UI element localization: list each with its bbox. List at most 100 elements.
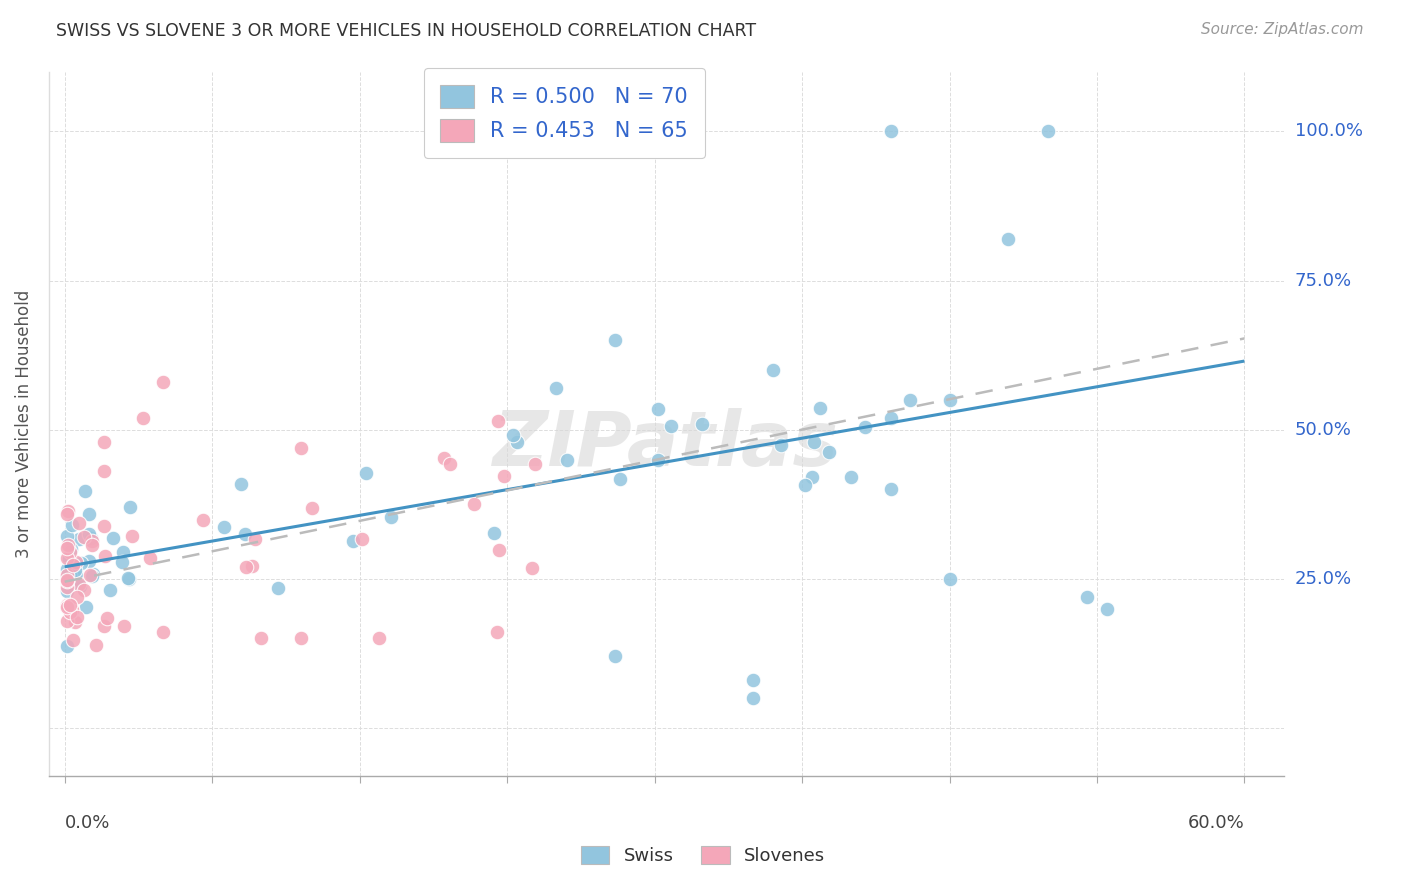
Point [59, 542, 82, 557]
Point [132, 410, 155, 425]
Point [82, 567, 104, 582]
Point [79, 527, 101, 541]
Point [112, 619, 135, 633]
Point [65, 566, 87, 581]
Point [73, 530, 96, 544]
Point [55, 529, 77, 543]
Point [1036, 124, 1059, 138]
Point [605, 333, 627, 347]
Point [647, 401, 669, 416]
Point [520, 561, 543, 575]
Point [67, 533, 90, 547]
Point [56, 538, 79, 552]
Point [79, 531, 101, 545]
Point [242, 559, 264, 574]
Point [65, 555, 87, 569]
Point [350, 532, 373, 546]
Legend: Swiss, Slovenes: Swiss, Slovenes [571, 837, 835, 874]
Y-axis label: 3 or more Vehicles in Household: 3 or more Vehicles in Household [15, 290, 32, 558]
Point [56, 508, 79, 522]
Point [555, 453, 578, 467]
Point [212, 520, 235, 534]
Point [741, 690, 763, 705]
Point [139, 550, 162, 565]
Point [58, 599, 80, 613]
Point [80, 534, 103, 549]
Text: 0.0%: 0.0% [65, 814, 110, 832]
Point [808, 401, 831, 415]
Point [761, 363, 783, 377]
Point [800, 470, 823, 484]
Point [463, 497, 485, 511]
Point [231, 476, 253, 491]
Point [55, 574, 77, 588]
Text: Source: ZipAtlas.com: Source: ZipAtlas.com [1201, 22, 1364, 37]
Point [243, 533, 266, 547]
Point [56, 639, 79, 653]
Point [69, 579, 91, 593]
Point [523, 457, 546, 471]
Point [121, 528, 143, 542]
Point [898, 392, 921, 407]
Point [55, 600, 77, 615]
Point [55, 580, 77, 594]
Point [55, 567, 77, 582]
Point [100, 582, 122, 597]
Point [93, 434, 115, 449]
Point [55, 574, 77, 589]
Point [56, 541, 79, 555]
Point [70, 556, 93, 570]
Point [1076, 590, 1098, 604]
Point [266, 581, 288, 595]
Point [73, 583, 96, 598]
Point [112, 545, 135, 559]
Point [690, 417, 713, 431]
Point [75, 599, 97, 614]
Point [55, 614, 77, 628]
Text: 60.0%: 60.0% [1188, 814, 1244, 832]
Point [290, 632, 312, 646]
Point [58, 551, 80, 566]
Point [96, 610, 118, 624]
Text: 50.0%: 50.0% [1295, 421, 1351, 439]
Point [609, 472, 631, 486]
Point [741, 673, 763, 687]
Point [152, 375, 174, 389]
Point [839, 470, 862, 484]
Point [66, 590, 89, 604]
Point [58, 599, 80, 613]
Point [66, 610, 89, 624]
Point [55, 584, 77, 599]
Point [65, 571, 87, 585]
Text: SWISS VS SLOVENE 3 OR MORE VEHICLES IN HOUSEHOLD CORRELATION CHART: SWISS VS SLOVENE 3 OR MORE VEHICLES IN H… [56, 22, 756, 40]
Point [82, 569, 104, 583]
Point [101, 532, 124, 546]
Point [342, 533, 364, 548]
Point [55, 598, 77, 612]
Point [488, 543, 510, 558]
Point [368, 632, 391, 646]
Point [62, 632, 84, 647]
Point [659, 419, 682, 434]
Point [502, 427, 524, 442]
Point [794, 478, 817, 492]
Point [93, 464, 115, 478]
Point [58, 568, 80, 582]
Text: ZIPatlas: ZIPatlas [494, 408, 839, 482]
Point [879, 483, 901, 497]
Point [997, 232, 1019, 246]
Point [938, 392, 960, 407]
Text: 75.0%: 75.0% [1295, 271, 1353, 290]
Point [55, 561, 77, 575]
Point [433, 451, 456, 466]
Point [938, 572, 960, 586]
Point [79, 568, 101, 582]
Point [235, 559, 257, 574]
Point [77, 507, 100, 521]
Point [250, 632, 273, 646]
Point [60, 603, 83, 617]
Point [86, 638, 108, 652]
Point [439, 458, 461, 472]
Point [879, 410, 901, 425]
Point [301, 500, 323, 515]
